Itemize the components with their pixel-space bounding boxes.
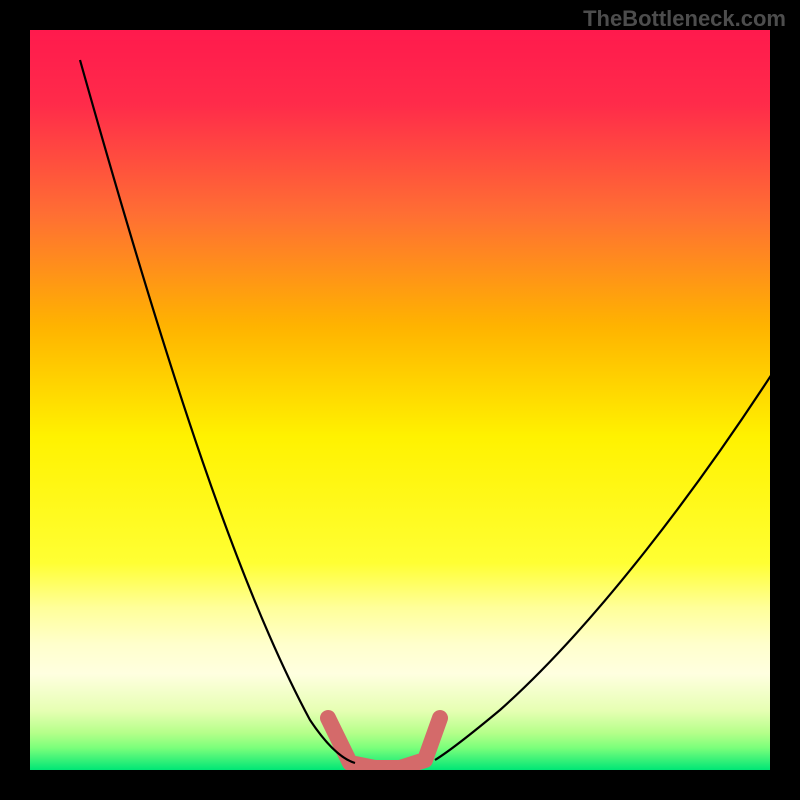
trough-marker — [328, 718, 440, 768]
watermark-text: TheBottleneck.com — [583, 6, 786, 32]
left-curve — [80, 60, 355, 763]
chart-container: TheBottleneck.com — [0, 0, 800, 800]
chart-svg-layer — [30, 30, 770, 770]
right-curve — [435, 330, 770, 760]
